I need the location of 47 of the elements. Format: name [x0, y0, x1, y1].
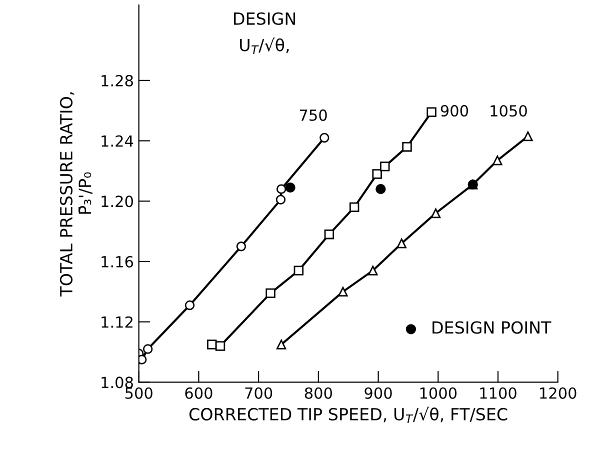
- point: [276, 340, 286, 350]
- point: [368, 266, 378, 276]
- point: [184, 300, 195, 310]
- point: [396, 238, 406, 248]
- y-tick-label: 1.24: [102, 135, 134, 147]
- point: [276, 184, 286, 194]
- x-tick-label: 1100: [480, 387, 516, 399]
- x-tick-label: 1200: [540, 387, 576, 399]
- series-label: 1050: [490, 105, 527, 117]
- point: [320, 132, 330, 143]
- point: [338, 286, 348, 297]
- point: [236, 242, 246, 252]
- point: [376, 184, 386, 194]
- point: [215, 341, 226, 351]
- x-tick-label: 900: [364, 387, 392, 399]
- point: [380, 162, 390, 172]
- point: [324, 229, 334, 240]
- annotation: DESIGN: [234, 12, 296, 25]
- point: [430, 208, 441, 218]
- point: [426, 107, 436, 117]
- x-tick-label: 600: [185, 387, 212, 399]
- x-tick-label: 500: [125, 387, 152, 399]
- x-tick-label: 700: [245, 387, 272, 399]
- y-tick-label: 1.16: [102, 256, 134, 268]
- point: [349, 202, 360, 212]
- series-label: 900: [440, 105, 468, 117]
- x-tick-label: 800: [304, 387, 332, 399]
- series-label: 750: [300, 109, 327, 121]
- legend-label: DESIGN POINT: [432, 321, 552, 334]
- point: [294, 266, 304, 276]
- point: [285, 182, 296, 193]
- point: [523, 131, 533, 142]
- y-tick-label: 1.08: [102, 376, 133, 388]
- x-tick-label: 1000: [420, 387, 457, 399]
- point: [142, 344, 153, 354]
- point: [266, 288, 276, 298]
- y-tick-label: 1.20: [102, 196, 133, 208]
- y-tick-label: 1.28: [102, 74, 133, 86]
- point: [207, 340, 217, 350]
- y-tick-label: 1.12: [102, 316, 132, 328]
- x-axis-title: CORRECTED TIP SPEED, U$_{T}$/√θ, FT/SEC: [189, 406, 508, 424]
- point: [276, 194, 286, 204]
- annotation: U$_{T}$/√θ,: [240, 38, 289, 54]
- point: [492, 156, 502, 166]
- point: [402, 142, 412, 152]
- y-axis-title: TOTAL PRESSURE RATIO, P̄₃'/P₀: [60, 92, 92, 296]
- point: [372, 169, 382, 179]
